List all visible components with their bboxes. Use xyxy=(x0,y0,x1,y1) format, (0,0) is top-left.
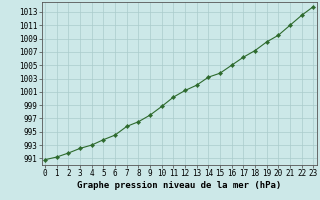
X-axis label: Graphe pression niveau de la mer (hPa): Graphe pression niveau de la mer (hPa) xyxy=(77,181,281,190)
